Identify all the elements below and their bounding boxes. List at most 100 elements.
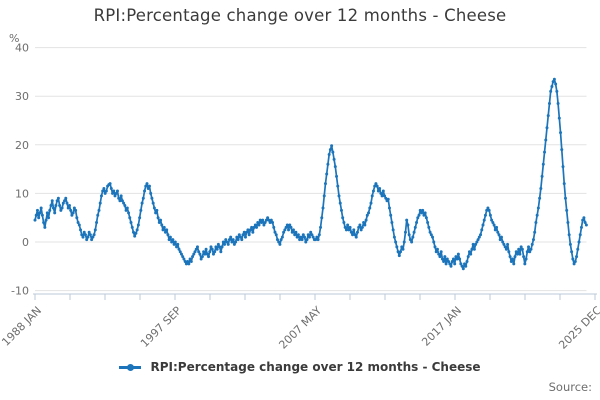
series-point — [290, 230, 294, 234]
series-point — [275, 238, 279, 242]
series-point — [368, 206, 372, 210]
series-point — [129, 221, 133, 225]
series-point — [387, 206, 391, 210]
series-point — [573, 259, 577, 263]
series-point — [528, 250, 532, 254]
series-point — [246, 228, 250, 232]
series-point — [470, 247, 474, 251]
series-point — [488, 213, 492, 217]
series-point — [433, 245, 437, 249]
series-point — [495, 225, 499, 229]
series-point — [402, 240, 406, 244]
series-point — [198, 252, 202, 256]
series-point — [319, 225, 323, 229]
series-point — [519, 245, 523, 249]
series-point — [298, 238, 302, 242]
series-point — [427, 225, 431, 229]
series-point — [74, 208, 78, 212]
series-point — [442, 259, 446, 263]
series-point — [214, 245, 218, 249]
series-point — [424, 216, 428, 220]
series-point — [327, 153, 331, 157]
series-point — [141, 196, 145, 200]
series-point — [189, 259, 193, 263]
series-point — [405, 218, 409, 222]
series-point — [352, 228, 356, 232]
series-point — [83, 233, 87, 237]
series-point — [70, 213, 74, 217]
series-point — [230, 240, 234, 244]
series-point — [209, 245, 213, 249]
series-point — [466, 255, 470, 259]
series-point — [269, 218, 273, 222]
series-point — [178, 250, 182, 254]
series-point — [364, 218, 368, 222]
series-point — [583, 221, 587, 225]
series-point — [555, 89, 559, 93]
series-point — [400, 245, 404, 249]
series-point — [138, 216, 142, 220]
series-point — [86, 235, 90, 239]
series-point — [487, 208, 491, 212]
series-point — [518, 252, 522, 256]
series-point — [465, 259, 469, 263]
series-point — [118, 199, 122, 203]
series-point — [96, 213, 100, 217]
series-point — [381, 189, 385, 193]
series-point — [346, 223, 350, 227]
series-point — [294, 230, 298, 234]
series-point — [182, 257, 186, 261]
series-point — [412, 230, 416, 234]
series-point — [550, 84, 554, 88]
series-point — [337, 194, 341, 198]
series-point — [66, 206, 70, 210]
series-point — [369, 201, 373, 205]
series-point — [241, 233, 245, 237]
series-point — [498, 238, 502, 242]
series-point — [497, 233, 501, 237]
series-point — [179, 252, 183, 256]
series-point — [566, 221, 570, 225]
series-point — [199, 257, 203, 261]
series-point — [310, 233, 314, 237]
series-point — [39, 206, 43, 210]
series-point — [274, 233, 278, 237]
series-point — [363, 223, 367, 227]
series-point — [113, 194, 117, 198]
series-point — [219, 250, 223, 254]
series-point — [92, 233, 96, 237]
series-point — [419, 211, 423, 215]
series-point — [434, 250, 438, 254]
series-point — [474, 242, 478, 246]
series-point — [547, 101, 551, 105]
series-point — [213, 250, 217, 254]
series-point — [538, 196, 542, 200]
x-axis-ticks — [34, 294, 596, 300]
series-point — [508, 255, 512, 259]
series-point — [397, 254, 401, 258]
series-point — [539, 187, 543, 191]
series-point — [418, 208, 422, 212]
series-point — [203, 252, 207, 256]
series-point — [406, 223, 410, 227]
series-point — [183, 259, 187, 263]
series-point — [339, 208, 343, 212]
y-axis-unit-label: % — [9, 32, 20, 45]
series-point — [520, 247, 524, 251]
series-point — [34, 213, 38, 217]
series-point — [413, 225, 417, 229]
series-point — [421, 208, 425, 212]
series-point — [280, 235, 284, 239]
series-point — [215, 247, 219, 251]
series-point — [565, 208, 569, 212]
series-point — [392, 235, 396, 239]
series-point — [236, 238, 240, 242]
series-point — [71, 211, 75, 215]
series-point — [507, 250, 511, 254]
series-line — [34, 78, 588, 270]
x-tick-label: 2017 JAN — [419, 304, 464, 349]
series-point — [258, 218, 262, 222]
series-point — [328, 148, 332, 152]
series-point — [509, 259, 513, 263]
series-point — [77, 223, 81, 227]
